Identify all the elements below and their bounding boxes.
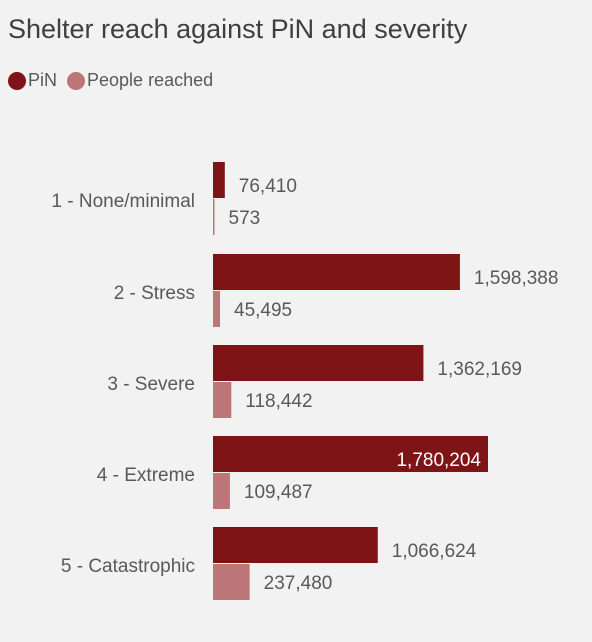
category-label-1-none-minimal: 1 - None/minimal [51,191,195,212]
data-label-pin-1-none-minimal: 76,410 [239,176,297,197]
bar-pin-2-stress [213,254,460,290]
data-label-pin-3-severe: 1,362,169 [437,359,522,380]
bar-people-reached-3-severe [213,382,231,418]
bar-people-reached-4-extreme [213,473,230,509]
data-label-pin-5-catastrophic: 1,066,624 [392,541,477,562]
category-label-3-severe: 3 - Severe [107,374,195,395]
data-label-people-reached-1-none-minimal: 573 [229,208,261,229]
bar-people-reached-2-stress [213,291,220,327]
data-label-people-reached-3-severe: 118,442 [245,391,312,412]
data-label-pin-4-extreme: 1,780,204 [396,450,481,471]
bar-people-reached-5-catastrophic [213,564,250,600]
data-label-people-reached-5-catastrophic: 237,480 [264,573,333,594]
bar-pin-3-severe [213,345,423,381]
category-label-5-catastrophic: 5 - Catastrophic [61,556,195,577]
bar-pin-1-none-minimal [213,162,225,198]
data-label-people-reached-4-extreme: 109,487 [244,482,313,503]
category-label-4-extreme: 4 - Extreme [97,465,195,486]
bar-pin-5-catastrophic [213,527,378,563]
category-label-2-stress: 2 - Stress [114,283,195,304]
data-label-pin-2-stress: 1,598,388 [474,268,559,289]
data-label-people-reached-2-stress: 45,495 [234,300,292,321]
bar-people-reached-1-none-minimal [213,199,215,235]
